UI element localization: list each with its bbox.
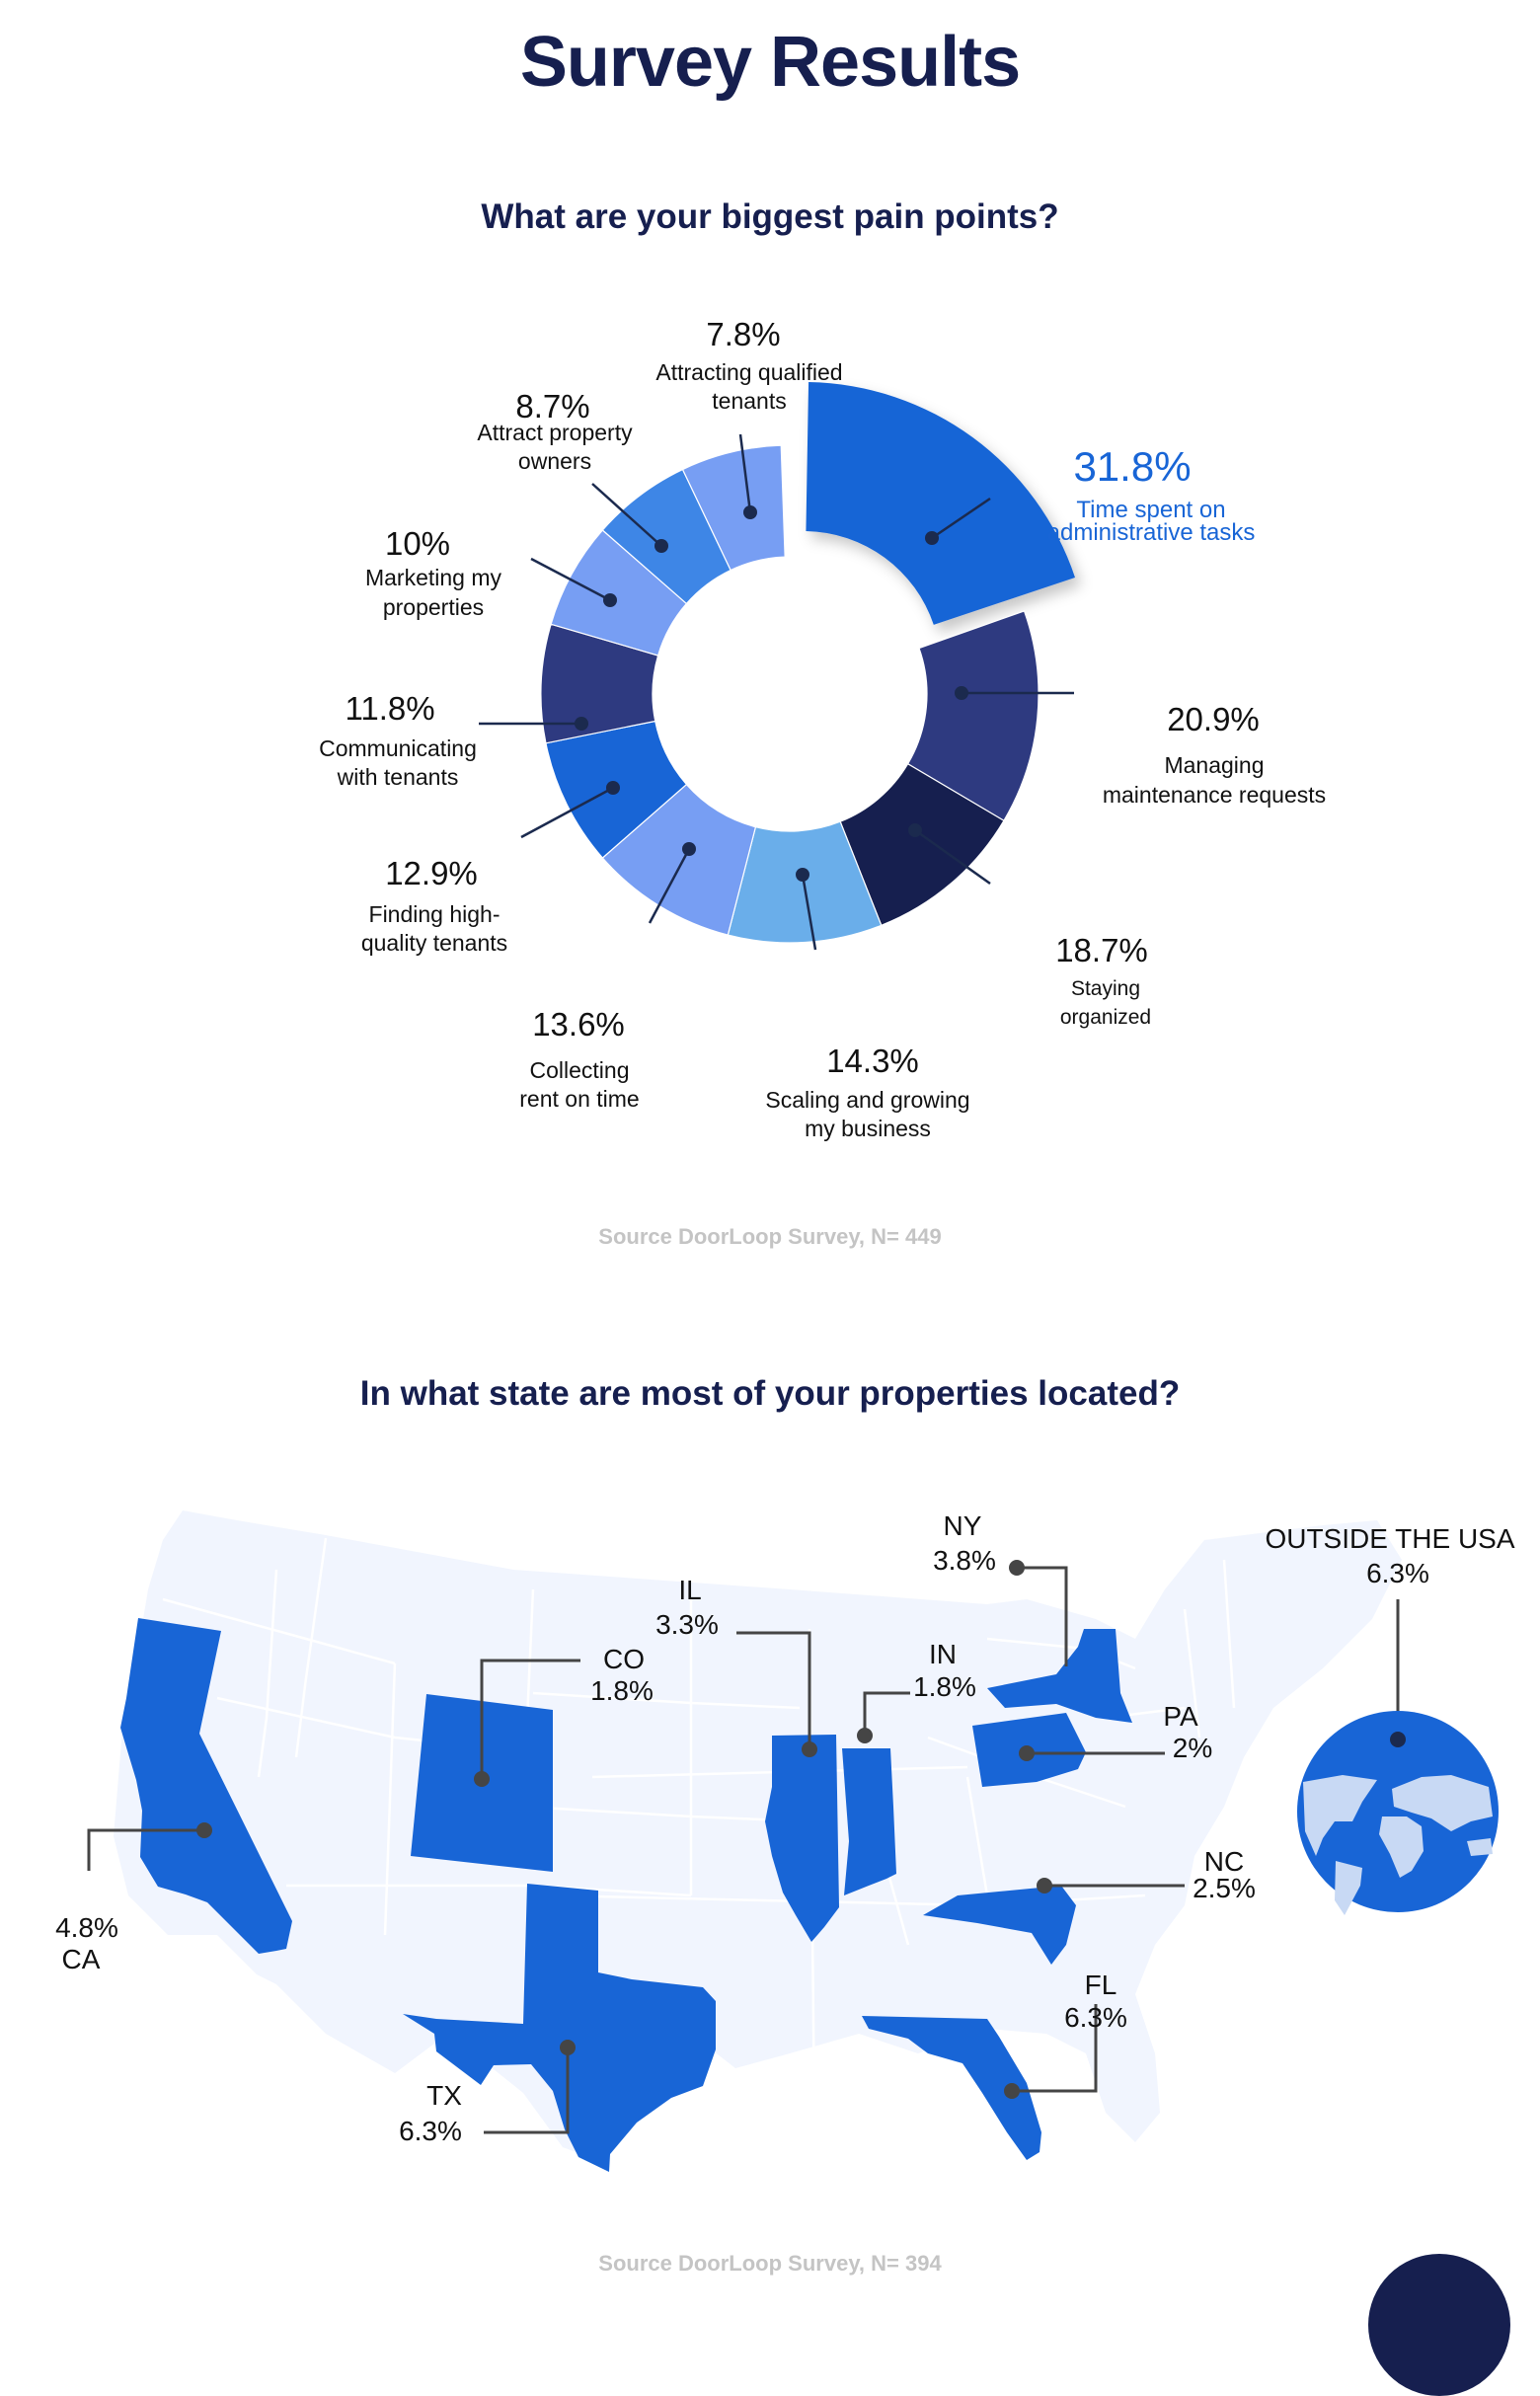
svg-text:3.8%: 3.8% bbox=[933, 1545, 996, 1576]
svg-text:CO: CO bbox=[603, 1644, 645, 1674]
label-communicating: 11.8% Communicating with tenants bbox=[319, 690, 477, 790]
label-marketing: 10% Marketing my properties bbox=[365, 525, 502, 620]
svg-text:8.7%: 8.7% bbox=[515, 388, 589, 425]
svg-text:TX: TX bbox=[426, 2080, 462, 2111]
state-ny bbox=[987, 1629, 1132, 1723]
svg-text:14.3%: 14.3% bbox=[826, 1043, 919, 1079]
svg-text:owners: owners bbox=[518, 448, 591, 474]
page-title: Survey Results bbox=[519, 23, 1021, 102]
svg-text:2.5%: 2.5% bbox=[1193, 1873, 1256, 1903]
svg-text:Time spent on: Time spent on bbox=[1076, 497, 1225, 523]
donut-segment bbox=[806, 382, 1076, 625]
us-map-base bbox=[114, 1510, 1402, 2162]
us-states-map: 4.8% CA CO 1.8% IL 3.3% IN 1.8% NY 3.8% … bbox=[55, 1510, 1515, 2172]
svg-text:31.8%: 31.8% bbox=[1073, 443, 1191, 490]
svg-text:rent on time: rent on time bbox=[519, 1086, 639, 1112]
label-attracting-tenants: 7.8% Attracting qualified tenants bbox=[655, 316, 842, 414]
svg-text:NY: NY bbox=[944, 1510, 982, 1541]
svg-text:PA: PA bbox=[1163, 1701, 1198, 1732]
pain-points-question: What are your biggest pain points? bbox=[481, 197, 1059, 236]
svg-text:13.6%: 13.6% bbox=[532, 1006, 625, 1043]
svg-text:18.7%: 18.7% bbox=[1055, 932, 1148, 968]
svg-text:Attract property: Attract property bbox=[477, 420, 633, 445]
svg-text:6.3%: 6.3% bbox=[1366, 1558, 1429, 1588]
label-finding-tenants: 12.9% Finding high- quality tenants bbox=[361, 855, 507, 956]
svg-text:Finding high-: Finding high- bbox=[369, 901, 500, 927]
svg-text:organized: organized bbox=[1060, 1006, 1151, 1029]
donut-segments bbox=[540, 382, 1076, 944]
label-admin-tasks: 31.8% Time spent on administrative tasks bbox=[1047, 443, 1256, 546]
label-staying-organized: 18.7% Staying organized bbox=[1055, 932, 1151, 1029]
state-tx bbox=[403, 1884, 716, 2172]
globe-icon bbox=[1297, 1711, 1499, 1915]
svg-text:IL: IL bbox=[678, 1575, 701, 1605]
state-nc bbox=[923, 1886, 1076, 1965]
states-question: In what state are most of your propertie… bbox=[359, 1374, 1181, 1413]
svg-text:Attracting qualified: Attracting qualified bbox=[655, 359, 842, 385]
svg-text:tenants: tenants bbox=[712, 388, 786, 414]
svg-text:IN: IN bbox=[929, 1639, 957, 1669]
map-leader-lines bbox=[87, 1566, 1400, 2134]
map-state-labels: 4.8% CA CO 1.8% IL 3.3% IN 1.8% NY 3.8% … bbox=[55, 1510, 1515, 2146]
donut-leader-lines bbox=[479, 433, 1074, 951]
svg-text:20.9%: 20.9% bbox=[1167, 701, 1260, 737]
map-marker-dots bbox=[196, 1560, 1052, 2099]
state-in bbox=[842, 1748, 896, 1895]
svg-text:10%: 10% bbox=[385, 525, 450, 562]
svg-text:maintenance requests: maintenance requests bbox=[1103, 782, 1326, 808]
svg-text:NC: NC bbox=[1204, 1846, 1244, 1877]
svg-text:4.8%: 4.8% bbox=[55, 1912, 118, 1943]
states-source: Source DoorLoop Survey, N= 394 bbox=[598, 2251, 942, 2276]
label-maintenance: 20.9% Managing maintenance requests bbox=[1103, 701, 1326, 808]
svg-text:FL: FL bbox=[1085, 1970, 1117, 2000]
svg-text:2%: 2% bbox=[1173, 1733, 1212, 1763]
state-fl bbox=[862, 2016, 1041, 2160]
svg-text:Managing: Managing bbox=[1164, 752, 1264, 778]
pain-points-donut-chart: 31.8% Time spent on administrative tasks… bbox=[319, 316, 1326, 1141]
svg-text:Scaling and growing: Scaling and growing bbox=[765, 1087, 969, 1113]
svg-text:quality tenants: quality tenants bbox=[361, 930, 507, 956]
svg-text:Staying: Staying bbox=[1071, 977, 1140, 1000]
scroll-to-top-button[interactable] bbox=[1368, 2254, 1510, 2396]
svg-text:6.3%: 6.3% bbox=[1064, 2002, 1127, 2033]
svg-text:properties: properties bbox=[383, 594, 484, 620]
svg-text:OUTSIDE THE USA: OUTSIDE THE USA bbox=[1265, 1523, 1514, 1554]
svg-text:1.8%: 1.8% bbox=[590, 1675, 654, 1706]
svg-text:my business: my business bbox=[805, 1116, 931, 1141]
svg-text:Communicating: Communicating bbox=[319, 735, 477, 761]
svg-text:3.3%: 3.3% bbox=[655, 1609, 719, 1640]
pain-points-source: Source DoorLoop Survey, N= 449 bbox=[598, 1224, 942, 1249]
label-attract-owners: 8.7% Attract property owners bbox=[477, 388, 633, 474]
svg-text:with tenants: with tenants bbox=[337, 764, 459, 790]
label-collecting-rent: 13.6% Collecting rent on time bbox=[519, 1006, 639, 1112]
svg-text:11.8%: 11.8% bbox=[345, 690, 434, 727]
state-il bbox=[765, 1735, 839, 1942]
svg-text:CA: CA bbox=[62, 1944, 101, 1974]
svg-text:Marketing my: Marketing my bbox=[365, 565, 502, 590]
label-scaling: 14.3% Scaling and growing my business bbox=[765, 1043, 969, 1141]
state-ca bbox=[120, 1618, 292, 1954]
svg-text:7.8%: 7.8% bbox=[706, 316, 780, 352]
svg-text:1.8%: 1.8% bbox=[913, 1671, 976, 1702]
svg-text:administrative tasks: administrative tasks bbox=[1047, 519, 1256, 546]
svg-text:12.9%: 12.9% bbox=[385, 855, 478, 891]
svg-text:Collecting: Collecting bbox=[530, 1057, 630, 1083]
donut-segment bbox=[681, 444, 786, 572]
svg-text:6.3%: 6.3% bbox=[399, 2116, 462, 2146]
